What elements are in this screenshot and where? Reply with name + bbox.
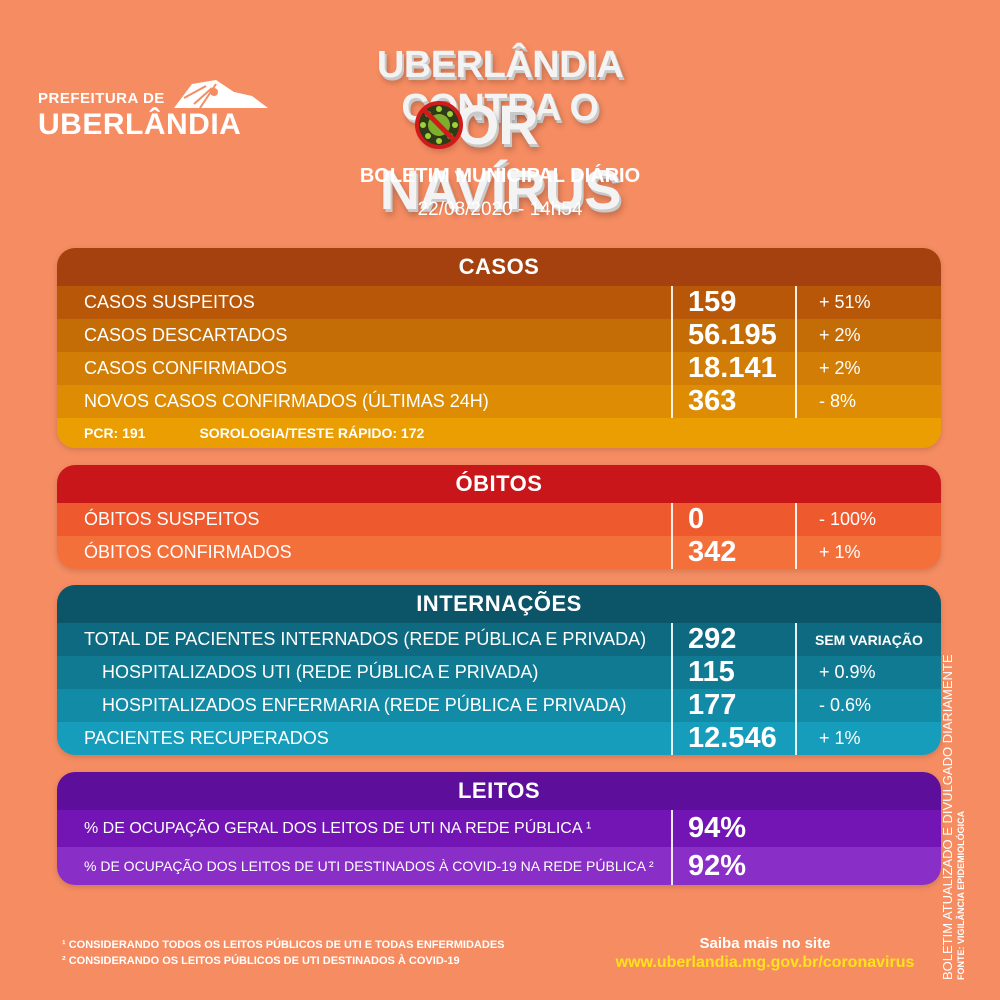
leitos-panel: LEITOS % DE OCUPAÇÃO GERAL DOS LEITOS DE… — [57, 772, 941, 885]
prefeitura-logo: PREFEITURA DE UBERLÂNDIA — [38, 78, 278, 141]
row-label: % DE OCUPAÇÃO DOS LEITOS DE UTI DESTINAD… — [84, 858, 654, 874]
leitos-title: LEITOS — [57, 772, 941, 810]
row-value: 94% — [671, 810, 941, 847]
row-label: % DE OCUPAÇÃO GERAL DOS LEITOS DE UTI NA… — [84, 819, 592, 837]
row-label: ÓBITOS CONFIRMADOS — [84, 542, 292, 562]
row-variation: + 1% — [795, 722, 941, 755]
row-variation: + 1% — [795, 536, 941, 569]
internacoes-panel: INTERNAÇÕES TOTAL DE PACIENTES INTERNADO… — [57, 585, 941, 755]
table-row: CASOS SUSPEITOS 159 + 51% — [57, 286, 941, 319]
row-label: NOVOS CASOS CONFIRMADOS (ÚLTIMAS 24H) — [84, 391, 489, 411]
row-value: 12.546 — [671, 722, 795, 755]
title-line2-b: NAVÍRUS — [379, 158, 622, 221]
row-variation: + 51% — [795, 286, 941, 319]
row-value: 56.195 — [671, 319, 795, 352]
logo-line1: PREFEITURA DE — [38, 90, 165, 107]
table-row: % DE OCUPAÇÃO DOS LEITOS DE UTI DESTINAD… — [57, 847, 941, 885]
vertical-note-line1: BOLETIM ATUALIZADO E DIVULGADO DIARIAMEN… — [940, 654, 955, 980]
table-row: PACIENTES RECUPERADOS 12.546 + 1% — [57, 722, 941, 755]
internacoes-title: INTERNAÇÕES — [57, 585, 941, 623]
casos-panel: CASOS CASOS SUSPEITOS 159 + 51% CASOS DE… — [57, 248, 941, 448]
footnote-2: ² CONSIDERANDO OS LEITOS PÚBLICOS DE UTI… — [62, 955, 460, 967]
footnote-1: ¹ CONSIDERANDO TODOS OS LEITOS PÚBLICOS … — [62, 939, 505, 951]
row-value: 159 — [671, 286, 795, 319]
casos-title: CASOS — [57, 248, 941, 286]
row-label: CASOS CONFIRMADOS — [84, 358, 288, 378]
obitos-panel: ÓBITOS ÓBITOS SUSPEITOS 0 - 100% ÓBITOS … — [57, 465, 941, 569]
row-label: CASOS SUSPEITOS — [84, 292, 255, 312]
casos-note: PCR: 191 SOROLOGIA/TESTE RÁPIDO: 172 — [57, 418, 941, 448]
row-variation: + 2% — [795, 319, 941, 352]
note-pcr: PCR: 191 — [84, 425, 146, 441]
table-row: % DE OCUPAÇÃO GERAL DOS LEITOS DE UTI NA… — [57, 810, 941, 847]
row-label: HOSPITALIZADOS UTI (REDE PÚBLICA E PRIVA… — [102, 662, 539, 682]
row-label: CASOS DESCARTADOS — [84, 325, 288, 345]
row-value: 115 — [671, 656, 795, 689]
bulletin-date: 22/08/2020 - 14h54 — [417, 199, 583, 220]
row-variation: - 8% — [795, 385, 941, 418]
logo-emblem-icon — [174, 80, 268, 109]
vertical-note-line2: FONTE: VIGILÂNCIA EPIDEMIOLÓGICA — [956, 810, 966, 980]
table-row: ÓBITOS SUSPEITOS 0 - 100% — [57, 503, 941, 536]
row-value: 292 — [671, 623, 795, 656]
row-label: HOSPITALIZADOS ENFERMARIA (REDE PÚBLICA … — [102, 695, 627, 715]
row-value: 0 — [671, 503, 795, 536]
row-label: TOTAL DE PACIENTES INTERNADOS (REDE PÚBL… — [84, 629, 647, 649]
row-label: ÓBITOS SUSPEITOS — [84, 509, 260, 529]
row-variation: - 100% — [795, 503, 941, 536]
row-value: 92% — [671, 847, 941, 885]
vertical-note: BOLETIM ATUALIZADO E DIVULGADO DIARIAMEN… — [940, 654, 966, 980]
logo-line2: UBERLÂNDIA — [38, 108, 242, 141]
site-label: Saiba mais no site — [699, 935, 831, 952]
note-sorologia: SOROLOGIA/TESTE RÁPIDO: 172 — [199, 425, 425, 441]
coronavirus-prohibited-icon — [415, 101, 463, 149]
row-variation: SEM VARIAÇÃO — [795, 623, 941, 656]
table-row: HOSPITALIZADOS ENFERMARIA (REDE PÚBLICA … — [57, 689, 941, 722]
row-value: 18.141 — [671, 352, 795, 385]
row-variation: + 2% — [795, 352, 941, 385]
row-variation: - 0.6% — [795, 689, 941, 722]
table-row: NOVOS CASOS CONFIRMADOS (ÚLTIMAS 24H) 36… — [57, 385, 941, 418]
site-url-link[interactable]: www.uberlandia.mg.gov.br/coronavirus — [615, 954, 915, 971]
obitos-title: ÓBITOS — [57, 465, 941, 503]
bulletin-subtitle: BOLETIM MUNICIPAL DIÁRIO — [359, 165, 641, 187]
table-row: CASOS DESCARTADOS 56.195 + 2% — [57, 319, 941, 352]
table-row: TOTAL DE PACIENTES INTERNADOS (REDE PÚBL… — [57, 623, 941, 656]
row-label: PACIENTES RECUPERADOS — [84, 728, 329, 748]
table-row: HOSPITALIZADOS UTI (REDE PÚBLICA E PRIVA… — [57, 656, 941, 689]
row-value: 177 — [671, 689, 795, 722]
table-row: ÓBITOS CONFIRMADOS 342 + 1% — [57, 536, 941, 569]
row-variation: + 0.9% — [795, 656, 941, 689]
row-value: 363 — [671, 385, 795, 418]
table-row: CASOS CONFIRMADOS 18.141 + 2% — [57, 352, 941, 385]
row-value: 342 — [671, 536, 795, 569]
